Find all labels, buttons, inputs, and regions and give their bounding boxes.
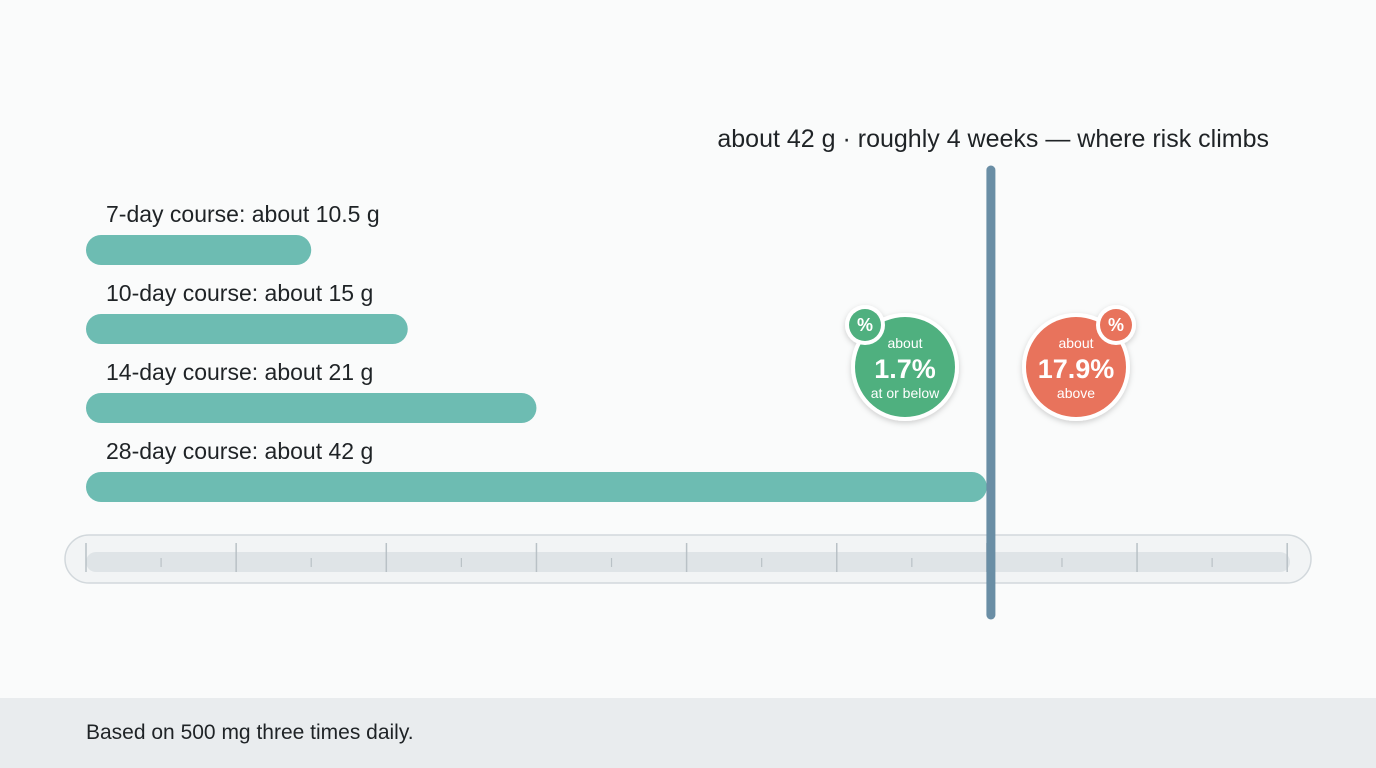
bar xyxy=(86,235,312,265)
risk-bubble-above xyxy=(1022,305,1136,421)
bar-label: 14-day course: about 21 g xyxy=(106,359,373,385)
risk-above-prefix: about xyxy=(1058,335,1093,351)
risk-above-suffix: above xyxy=(1057,385,1095,401)
bar xyxy=(86,472,987,502)
bar-label: 7-day course: about 10.5 g xyxy=(106,201,380,227)
axis-ticks xyxy=(85,543,1288,572)
threshold: about 42 g · roughly 4 weeks — where ris… xyxy=(717,125,1269,620)
risk-bubble-below xyxy=(845,305,959,421)
bar xyxy=(86,314,408,344)
axis-track xyxy=(86,552,1290,572)
risk-below-value: 1.7% xyxy=(874,354,936,384)
footer-note: Based on 500 mg three times daily. xyxy=(86,721,414,744)
percent-badge-below-label: % xyxy=(857,315,873,335)
risk-bubble-below-fill xyxy=(855,317,955,417)
percent-badge-above-fill xyxy=(1100,309,1132,341)
bar-label: 10-day course: about 15 g xyxy=(106,280,373,306)
risk-bubble-above-fill xyxy=(1026,317,1126,417)
bar-label: 28-day course: about 42 g xyxy=(106,438,373,464)
bar xyxy=(86,393,537,423)
percent-badge-above-label: % xyxy=(1108,315,1124,335)
risk-below-suffix: at or below xyxy=(871,385,940,401)
percent-badge-below-fill xyxy=(849,309,881,341)
risk-below-prefix: about xyxy=(887,335,922,351)
risk-above-value: 17.9% xyxy=(1038,354,1115,384)
x-axis xyxy=(64,534,1312,584)
threshold-label: about 42 g · roughly 4 weeks — where ris… xyxy=(717,125,1269,153)
bars: 7-day course: about 10.5 g 10-day course:… xyxy=(86,201,987,502)
footer: Based on 500 mg three times daily. xyxy=(0,698,1376,768)
